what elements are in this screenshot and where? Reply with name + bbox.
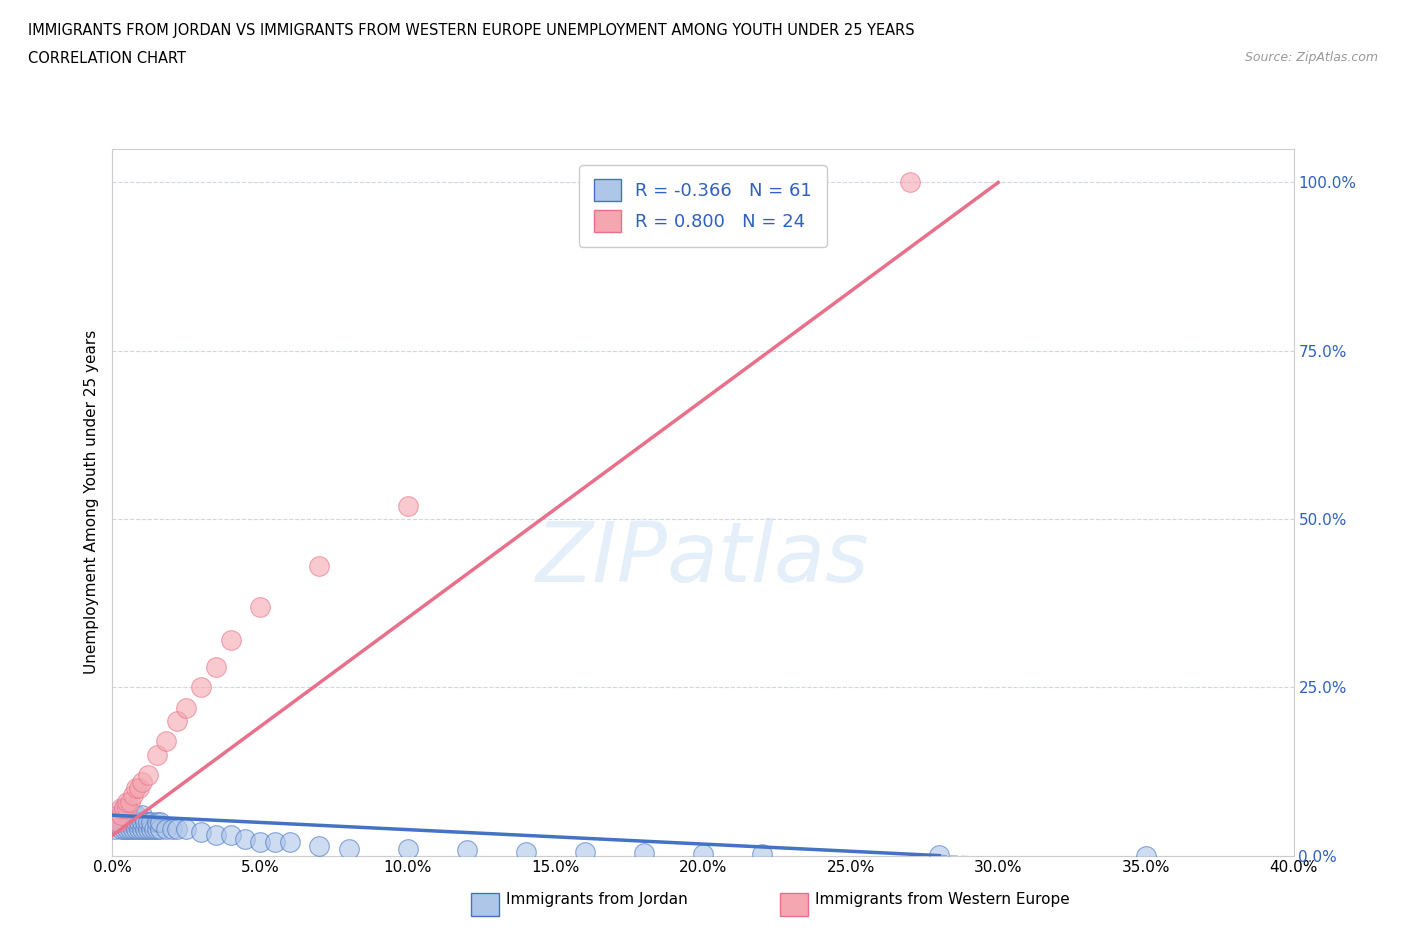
- Point: [128, 821, 150, 836]
- Point: [110, 801, 132, 816]
- Point: [104, 821, 127, 836]
- Point: [134, 821, 156, 836]
- Text: Immigrants from Jordan: Immigrants from Jordan: [506, 892, 688, 907]
- Point: [692, 846, 714, 861]
- Point: [249, 835, 271, 850]
- Point: [146, 747, 169, 762]
- Point: [149, 815, 172, 830]
- Point: [146, 821, 169, 836]
- Point: [174, 700, 197, 715]
- Point: [146, 815, 169, 830]
- Point: [633, 845, 655, 860]
- Point: [136, 821, 159, 836]
- Point: [120, 808, 142, 823]
- Point: [110, 815, 132, 830]
- Point: [107, 815, 129, 830]
- Point: [396, 498, 419, 513]
- Point: [139, 815, 162, 830]
- Point: [117, 794, 138, 809]
- Text: Immigrants from Western Europe: Immigrants from Western Europe: [815, 892, 1070, 907]
- Point: [574, 844, 596, 859]
- Point: [136, 815, 159, 830]
- Point: [117, 801, 138, 816]
- Point: [136, 767, 159, 782]
- Point: [166, 821, 188, 836]
- Point: [149, 821, 172, 836]
- Y-axis label: Unemployment Among Youth under 25 years: Unemployment Among Youth under 25 years: [84, 330, 100, 674]
- Point: [1135, 848, 1157, 863]
- Point: [131, 808, 153, 823]
- Point: [337, 842, 360, 857]
- Point: [278, 835, 301, 850]
- Point: [190, 825, 212, 840]
- Point: [898, 175, 921, 190]
- Text: ZIPatlas: ZIPatlas: [536, 518, 870, 599]
- Point: [112, 815, 135, 830]
- Point: [107, 808, 129, 823]
- Point: [110, 821, 132, 836]
- Point: [134, 815, 156, 830]
- Point: [104, 815, 127, 830]
- Point: [112, 821, 135, 836]
- Point: [125, 821, 148, 836]
- Point: [515, 844, 537, 859]
- Point: [264, 835, 287, 850]
- Point: [174, 821, 197, 836]
- Point: [142, 821, 165, 836]
- Point: [120, 815, 142, 830]
- Point: [120, 794, 142, 809]
- Point: [396, 842, 419, 857]
- Point: [249, 599, 271, 614]
- Point: [139, 821, 162, 836]
- Point: [219, 632, 242, 647]
- Point: [166, 713, 188, 728]
- Point: [751, 847, 773, 862]
- Point: [219, 828, 242, 843]
- Point: [308, 559, 330, 574]
- Point: [233, 831, 256, 846]
- Point: [131, 774, 153, 789]
- Point: [160, 821, 183, 836]
- Point: [125, 781, 148, 796]
- Point: [928, 847, 950, 862]
- Point: [112, 801, 135, 816]
- Point: [131, 821, 153, 836]
- Point: [456, 843, 478, 857]
- Point: [190, 680, 212, 695]
- Point: [117, 808, 138, 823]
- Point: [110, 808, 132, 823]
- Point: [101, 815, 124, 830]
- Point: [107, 815, 129, 830]
- Point: [308, 838, 330, 853]
- Point: [117, 821, 138, 836]
- Point: [131, 815, 153, 830]
- Point: [125, 815, 148, 830]
- Point: [155, 734, 177, 749]
- Point: [122, 821, 145, 836]
- Text: CORRELATION CHART: CORRELATION CHART: [28, 51, 186, 66]
- Text: IMMIGRANTS FROM JORDAN VS IMMIGRANTS FROM WESTERN EUROPE UNEMPLOYMENT AMONG YOUT: IMMIGRANTS FROM JORDAN VS IMMIGRANTS FRO…: [28, 23, 915, 38]
- Point: [117, 815, 138, 830]
- Legend: R = -0.366   N = 61, R = 0.800   N = 24: R = -0.366 N = 61, R = 0.800 N = 24: [579, 165, 827, 246]
- Point: [205, 828, 228, 843]
- Point: [122, 788, 145, 803]
- Point: [122, 815, 145, 830]
- Point: [205, 659, 228, 674]
- Point: [155, 821, 177, 836]
- Text: Source: ZipAtlas.com: Source: ZipAtlas.com: [1244, 51, 1378, 64]
- Point: [117, 801, 138, 816]
- Point: [128, 815, 150, 830]
- Point: [122, 808, 145, 823]
- Point: [112, 801, 135, 816]
- Point: [110, 808, 132, 823]
- Point: [120, 821, 142, 836]
- Point: [125, 808, 148, 823]
- Point: [128, 781, 150, 796]
